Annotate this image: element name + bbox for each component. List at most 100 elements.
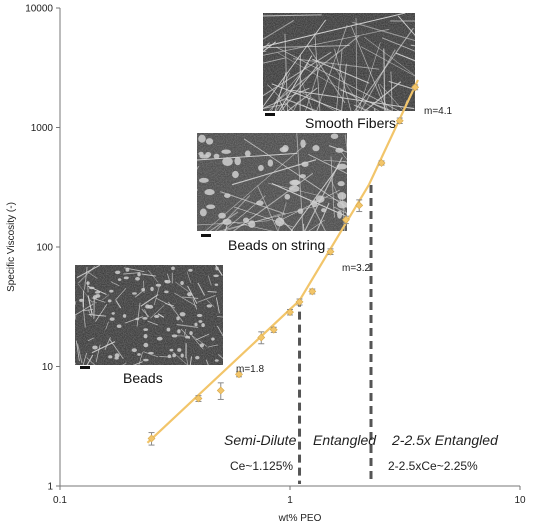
fiber-strand [390,71,393,111]
bead [135,317,140,321]
bead [92,345,98,350]
fiber-strand [410,44,415,47]
fiber-strand [377,83,389,111]
bead [337,210,343,219]
bead [213,153,220,159]
fiber-strand [273,35,360,104]
bead [312,145,320,152]
fiber-strand [280,64,319,111]
fiber-strand [123,272,141,275]
fiber-strand [216,316,223,318]
data-point [395,116,404,125]
bead [204,189,215,196]
fiber-strand [138,352,143,365]
bead [137,272,141,277]
bead [108,355,113,359]
fiber-strand [383,48,386,111]
bead [213,274,219,278]
fiber-strand [165,303,174,307]
bead [284,193,291,200]
fiber-strand [189,356,192,365]
data-point [341,215,350,225]
bead [244,150,251,157]
fiber-strand [75,362,76,365]
bead [336,200,347,209]
bead [256,200,264,206]
fiber-strand [299,54,301,111]
bead [180,281,184,286]
fiber-strand [308,153,347,175]
fiber-strand [358,42,381,111]
bead [172,353,176,358]
fiber-strand [214,195,251,231]
fiber-strand [82,301,86,328]
inset-label-beads: Beads [123,370,163,386]
fiber-strand [147,270,159,283]
fiber-strand [88,309,92,318]
data-marker [411,83,420,92]
bead [211,337,215,341]
fiber-strand [167,301,184,323]
regime-label-entangled: Entangled [313,432,377,448]
fiber-strand [140,294,159,307]
bead [125,267,130,272]
fiber-strand [292,58,380,70]
fiber-strand [307,45,346,104]
bead [122,314,127,318]
fiber-strand [381,37,415,52]
fiber-strand [208,211,239,231]
bead [167,354,172,359]
data-point [308,287,317,296]
fiber-strand [190,334,208,347]
bead [299,174,306,179]
fit-line-segment [146,299,301,444]
bead [155,283,162,287]
bead [214,359,219,362]
inset-bos-scale-bar [201,234,211,237]
fiber-strand [232,221,274,231]
bead [131,348,137,353]
bead [222,218,232,225]
bead [198,134,206,143]
bead [142,317,148,320]
fiber-strand [330,178,347,217]
fiber-strand [141,273,156,277]
bead [171,334,178,338]
bead [198,320,203,323]
bead [337,192,347,200]
bead [117,278,122,282]
fiber-strand [75,300,77,306]
fiber-strand [75,340,80,362]
inset-fibers-scale-bar [265,113,275,116]
bead [300,139,306,148]
slope-label-high: m=4.1 [424,106,453,117]
fiber-strand [115,299,122,309]
fiber-strand [95,344,101,363]
fiber-strand [195,333,210,341]
fiber-strand [364,36,415,76]
bead [242,217,250,223]
fiber-strand [268,63,310,111]
bead [171,266,175,271]
bead [199,154,210,159]
fiber-strand [197,294,216,303]
bead [107,299,112,303]
fiber-strand [263,14,322,17]
fiber-strand [110,281,120,287]
fiber-strand [87,337,95,342]
fiber-strand [174,292,197,307]
fiber-strand [274,72,287,111]
bead [94,290,101,294]
bead [166,327,171,332]
bead [115,270,121,275]
fiber-strand [263,41,276,53]
fiber-strand [309,200,326,231]
bead [116,324,122,328]
fiber-strand [76,343,83,364]
bead [336,163,347,170]
bead [179,312,186,317]
fiber-strand [218,205,319,231]
fiber-strand [174,281,189,292]
fiber-strand [271,83,343,111]
